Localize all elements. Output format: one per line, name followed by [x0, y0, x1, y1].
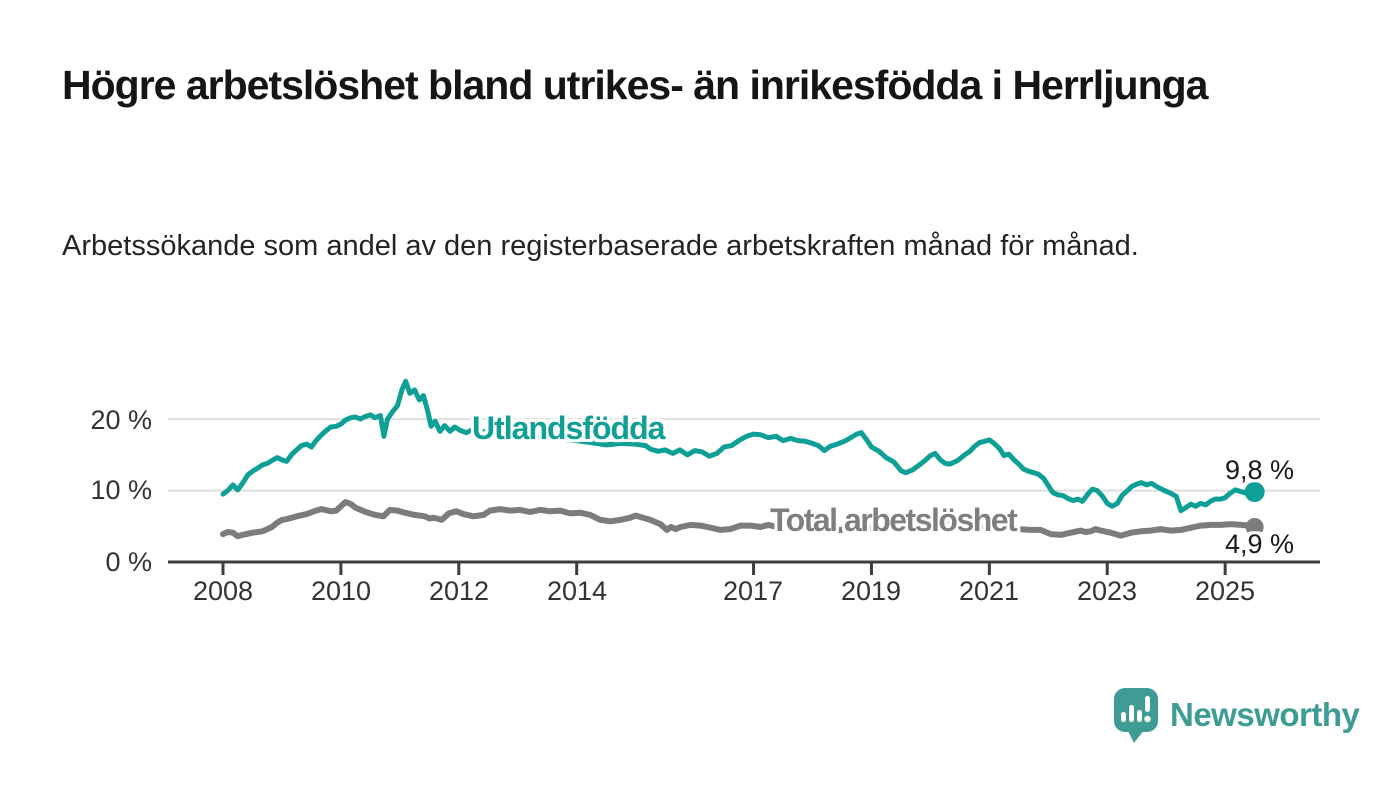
series-line-utlandsfodda — [220, 378, 1258, 514]
y-axis-tick-0: 0 % — [105, 547, 152, 577]
y-axis-tick-20: 20 % — [90, 405, 152, 435]
newsworthy-logo: Newsworthy — [1112, 686, 1360, 744]
chart-subtitle: Arbetssökande som andel av den registerb… — [62, 230, 1139, 262]
x-axis-tick-2010: 2010 — [310, 576, 372, 606]
series-label-utlandsfodda: Utlandsfödda — [472, 410, 665, 446]
y-axis-tick-10: 10 % — [90, 475, 152, 505]
x-axis-tick-2023: 2023 — [1076, 576, 1138, 606]
x-axis-tick-2025: 2025 — [1194, 576, 1256, 606]
series-line-total — [220, 499, 1258, 540]
x-axis-tick-2014: 2014 — [546, 576, 608, 606]
x-axis-tick-2019: 2019 — [840, 576, 902, 606]
end-value-label-total: 4,9 % — [1225, 529, 1295, 559]
series-end-dot-total — [1245, 517, 1264, 536]
newsworthy-wordmark: Newsworthy — [1170, 696, 1360, 733]
series-label-total-arbetsloshet: Total arbetslöshet — [770, 502, 1018, 538]
end-value-label-utlandsfodda: 9,8 % — [1225, 455, 1295, 485]
x-axis-tick-2012: 2012 — [428, 576, 490, 606]
bar-chart-speech-bubble-icon — [1114, 688, 1158, 743]
line-chart-plot — [168, 378, 1320, 575]
x-axis-tick-2008: 2008 — [192, 576, 254, 606]
x-axis-tick-2017: 2017 — [722, 576, 784, 606]
page-title: Högre arbetslöshet bland utrikes- än inr… — [62, 62, 1208, 108]
x-axis-tick-2021: 2021 — [958, 576, 1020, 606]
series-end-dot-utlandsfodda — [1244, 481, 1265, 502]
